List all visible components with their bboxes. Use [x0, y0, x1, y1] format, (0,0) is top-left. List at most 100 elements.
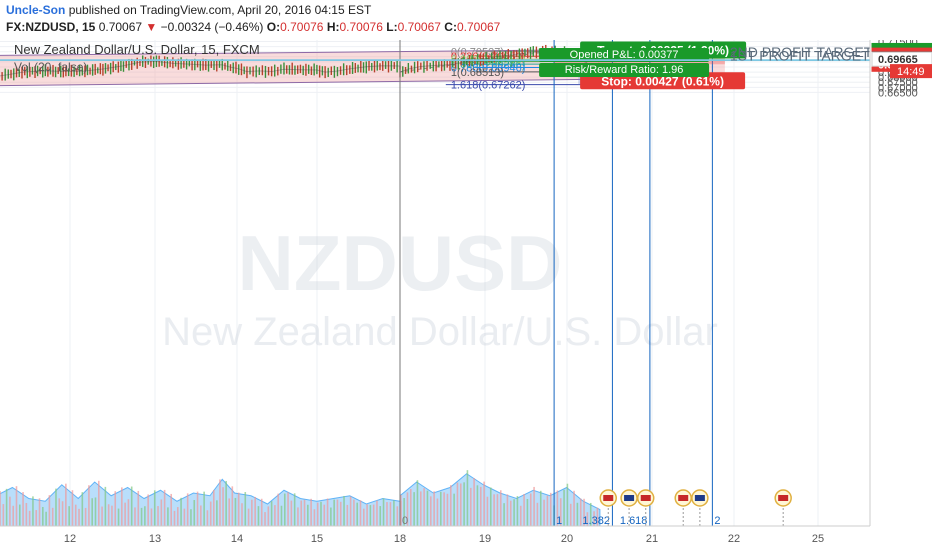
volume-bar — [486, 496, 489, 526]
publish-line: Uncle-Son published on TradingView.com, … — [6, 3, 371, 17]
volume-bar — [225, 480, 227, 526]
time-tick-label: 25 — [812, 533, 824, 545]
volume-bar — [313, 509, 316, 526]
volume-bar — [51, 507, 54, 526]
volume-bar — [274, 505, 276, 526]
volume-bar — [167, 507, 169, 526]
volume-bar — [293, 493, 296, 526]
volume-bar — [234, 497, 237, 526]
volume-bar — [150, 508, 153, 526]
volume-bar — [382, 498, 385, 526]
volume-bar — [416, 480, 419, 526]
volume-bar — [526, 499, 529, 526]
volume-pane — [0, 470, 601, 526]
volume-bar — [88, 485, 90, 526]
risk-reward-label: Risk/Reward Ratio: 1.96 — [565, 64, 684, 76]
volume-ma-area — [0, 473, 601, 526]
chart-header: Uncle-Son published on TradingView.com, … — [0, 0, 932, 40]
volume-bar — [556, 490, 559, 526]
low-label: L: — [386, 20, 398, 34]
fib-time-lines[interactable]: 0 1 1.382 1.618 2 — [399, 40, 932, 527]
hline-tag-label: 0.69665 — [878, 54, 918, 66]
indicator-label: Vol (20, false) — [14, 60, 87, 74]
volume-bar — [443, 492, 445, 526]
volume-bar — [343, 495, 345, 526]
stop-label: Stop: 0.00427 (0.61%) — [601, 74, 724, 88]
volume-bar — [277, 493, 279, 526]
fib-level-label: 1.618(0.67262) — [451, 80, 526, 92]
volume-bar — [300, 500, 303, 526]
volume-bar — [196, 491, 199, 526]
volume-bar — [339, 501, 342, 526]
volume-bar — [163, 489, 166, 526]
volume-bar — [114, 491, 117, 526]
volume-bar — [307, 504, 309, 526]
author-link[interactable]: Uncle-Son — [6, 3, 66, 17]
event-flag-icon — [640, 495, 651, 501]
volume-bar — [429, 496, 432, 526]
loss-zone[interactable] — [554, 59, 725, 65]
quote-line: FX:NZDUSD, 15 0.70067 ▼ −0.00324 (−0.46%… — [6, 20, 500, 34]
opened-pnl-badge[interactable] — [539, 47, 710, 62]
volume-bar — [569, 503, 572, 526]
volume-bar — [493, 494, 495, 526]
volume-bar — [228, 498, 231, 526]
volume-bar — [409, 488, 412, 526]
annotation-text[interactable]: 1ST PROFIT TARGET — [730, 47, 870, 63]
volume-bar — [433, 491, 435, 526]
volume-bar — [513, 499, 515, 526]
opened-pnl-label: Opened P&L: 0.00377 — [570, 49, 679, 61]
volume-bar — [446, 493, 449, 526]
fib-time-label: 1 — [556, 515, 562, 527]
risk-reward-badge[interactable] — [539, 62, 710, 77]
volume-bar — [523, 494, 525, 526]
volume-bar — [449, 485, 452, 526]
volume-bar — [376, 500, 378, 526]
long-position-tool[interactable]: Target: 0.00835 (1.20%)Stop: 0.00427 (0.… — [0, 41, 873, 90]
change-value: −0.00324 (−0.46%) — [160, 20, 264, 34]
volume-bar — [65, 483, 67, 526]
volume-bar — [124, 502, 126, 526]
volume-bar — [499, 490, 502, 526]
volume-bar — [176, 507, 179, 526]
volume-bar — [117, 508, 120, 526]
chart-area[interactable]: NZDUSD New Zealand Dollar/U.S. Dollar 0(0… — [0, 37, 932, 550]
time-axis[interactable]: 12 13 14 15 18 19 20 21 22 25 — [0, 525, 870, 550]
price-axis[interactable]: 0.715000.710000.705000.700000.695000.690… — [869, 37, 932, 550]
volume-bar — [160, 499, 163, 526]
volume-bar — [45, 511, 47, 526]
fib-time-label: 2 — [714, 515, 720, 527]
countdown-tag — [890, 64, 932, 79]
volume-bar — [283, 493, 286, 526]
volume-bar — [366, 504, 368, 526]
economic-events[interactable] — [599, 489, 932, 526]
volume-bar — [84, 507, 87, 526]
volume-bar — [579, 498, 582, 526]
chart-title: New Zealand Dollar/U.S. Dollar, 15, FXCM — [14, 42, 260, 57]
time-axis-background — [0, 526, 870, 550]
volume-bar — [290, 500, 293, 526]
volume-bar — [400, 494, 402, 526]
annotation-text[interactable]: 2ND PROFIT TARGET — [730, 44, 873, 60]
volume-bar — [74, 504, 77, 526]
volume-bar — [533, 486, 535, 526]
watermark-name: New Zealand Dollar/U.S. Dollar — [162, 310, 718, 354]
volume-bar — [453, 493, 455, 526]
price-tick-label: 0.67000 — [878, 82, 918, 94]
volume-bar — [280, 505, 283, 526]
symbol-label[interactable]: FX:NZDUSD, 15 — [6, 20, 96, 34]
volume-bar — [593, 511, 595, 526]
high-value: 0.70076 — [339, 20, 383, 34]
down-arrow-icon: ▼ — [145, 20, 158, 34]
volume-bar — [157, 506, 159, 526]
last-price: 0.70067 — [98, 20, 143, 34]
volume-bar — [68, 506, 70, 526]
volume-bar — [359, 500, 362, 526]
volume-bar — [186, 493, 189, 526]
volume-bar — [140, 507, 143, 526]
volume-bar — [134, 507, 136, 526]
volume-bar — [12, 505, 14, 526]
volume-bar — [94, 497, 97, 526]
volume-bar — [323, 504, 326, 526]
